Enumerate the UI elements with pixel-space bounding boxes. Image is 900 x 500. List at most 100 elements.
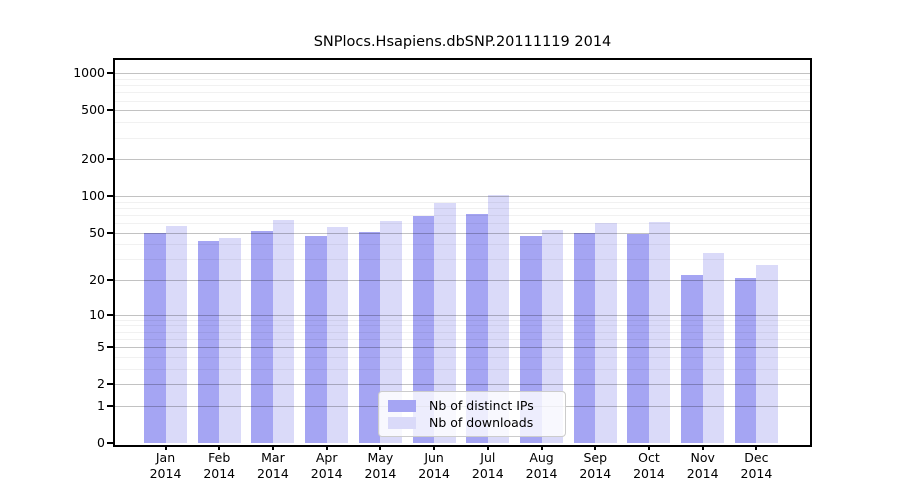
gridline-minor (115, 201, 810, 203)
x-axis-label-dec: Dec 2014 (728, 450, 784, 482)
year-label: 2014 (471, 466, 504, 481)
bar-aug-downloads (541, 229, 564, 443)
y-axis-tick (107, 279, 113, 282)
y-axis-label: 100 (81, 188, 105, 204)
bar-apr-distinct-ips (305, 235, 327, 443)
x-axis-tick (218, 445, 221, 450)
y-axis-label: 10 (89, 306, 105, 322)
legend-item-distinct-ips: Nb of distinct IPs (388, 398, 556, 413)
gridline-major (115, 384, 810, 386)
month-label: Jun (424, 450, 444, 465)
y-axis-label: 200 (81, 151, 105, 167)
year-label: 2014 (418, 466, 450, 481)
bar-nov-distinct-ips (681, 275, 703, 443)
x-axis-label-oct: Oct 2014 (621, 450, 677, 482)
year-label: 2014 (579, 466, 612, 481)
bar-mar-distinct-ips (251, 230, 273, 443)
gridline-minor (115, 319, 810, 321)
bar-jul-distinct-ips (466, 214, 488, 443)
bar-may-distinct-ips (358, 231, 381, 443)
bar-jan-distinct-ips (144, 232, 166, 443)
gridline-minor (115, 214, 810, 216)
x-axis-label-apr: Apr 2014 (299, 450, 355, 482)
gridline-minor (115, 244, 810, 246)
gridline-minor (115, 122, 810, 124)
gridline-major (115, 280, 810, 282)
gridline-minor (115, 137, 810, 139)
bar-nov-downloads (702, 252, 725, 443)
bar-feb-distinct-ips (197, 240, 220, 443)
gridline-minor (115, 92, 810, 94)
y-axis-tick (107, 158, 113, 161)
y-axis-tick (107, 195, 113, 198)
gridline-minor (115, 100, 810, 102)
y-axis-label: 1 (97, 397, 105, 413)
gridline-minor (115, 368, 810, 370)
bar-jun-downloads (434, 203, 456, 443)
x-axis-tick (164, 445, 167, 450)
gridline-minor (115, 259, 810, 261)
bar-apr-downloads (326, 226, 349, 443)
year-label: 2014 (525, 466, 558, 481)
bar-oct-downloads (648, 222, 671, 443)
x-axis-label-jul: Jul 2014 (460, 450, 516, 482)
month-label: Mar (261, 450, 285, 465)
bar-dec-downloads (756, 264, 778, 443)
legend-label-downloads: Nb of downloads (429, 415, 534, 430)
downloads-swatch-icon (388, 416, 416, 429)
y-axis-label: 500 (81, 102, 105, 118)
bar-jul-downloads (487, 194, 510, 443)
gridline-minor (115, 85, 810, 87)
year-label: 2014 (310, 466, 343, 481)
month-label: Dec (744, 450, 769, 465)
month-label: Jul (480, 450, 496, 465)
month-label: Jan (155, 450, 176, 465)
month-label: Apr (315, 450, 338, 465)
bar-mar-downloads (272, 219, 295, 443)
gridline-minor (115, 356, 810, 358)
month-label: Aug (529, 450, 554, 465)
gridline-major (115, 110, 810, 112)
gridline-major (115, 73, 810, 75)
gridline-major (115, 232, 810, 234)
y-axis-tick (107, 346, 113, 349)
gridline-minor (115, 207, 810, 209)
bar-oct-distinct-ips (627, 233, 649, 443)
y-axis-tick (107, 109, 113, 112)
y-axis-tick (107, 313, 113, 316)
y-axis-tick (107, 231, 113, 234)
x-axis-tick (755, 445, 758, 450)
year-label: 2014 (149, 466, 182, 481)
bar-may-downloads (380, 221, 402, 443)
y-axis-label: 20 (89, 272, 105, 288)
month-label: Feb (208, 450, 231, 465)
year-label: 2014 (740, 466, 773, 481)
month-label: May (367, 450, 394, 465)
x-axis-label-may: May 2014 (352, 450, 408, 482)
month-label: Sep (583, 450, 608, 465)
y-axis-label: 5 (97, 339, 105, 355)
y-axis-label: 2 (97, 376, 105, 392)
legend-label-distinct-ips: Nb of distinct IPs (429, 398, 534, 413)
year-label: 2014 (257, 466, 289, 481)
gridline-minor (115, 223, 810, 225)
gridline-minor (115, 331, 810, 333)
y-axis-label: 50 (89, 224, 105, 240)
gridline-minor (115, 78, 810, 80)
x-axis-label-sep: Sep 2014 (567, 450, 623, 482)
x-axis-label-feb: Feb 2014 (191, 450, 247, 482)
year-label: 2014 (633, 466, 665, 481)
year-label: 2014 (686, 466, 719, 481)
year-label: 2014 (203, 466, 236, 481)
x-axis-tick (540, 445, 543, 450)
chart-title: SNPlocs.Hsapiens.dbSNP.20111119 2014 (313, 34, 612, 50)
gridline-major (115, 314, 810, 316)
x-axis-tick (701, 445, 704, 450)
y-axis-label: 1000 (73, 65, 105, 81)
y-axis-tick (107, 72, 113, 75)
x-axis-tick (486, 445, 489, 450)
x-axis-tick (325, 445, 328, 450)
y-axis-tick (107, 404, 113, 407)
x-axis-tick (433, 445, 436, 450)
